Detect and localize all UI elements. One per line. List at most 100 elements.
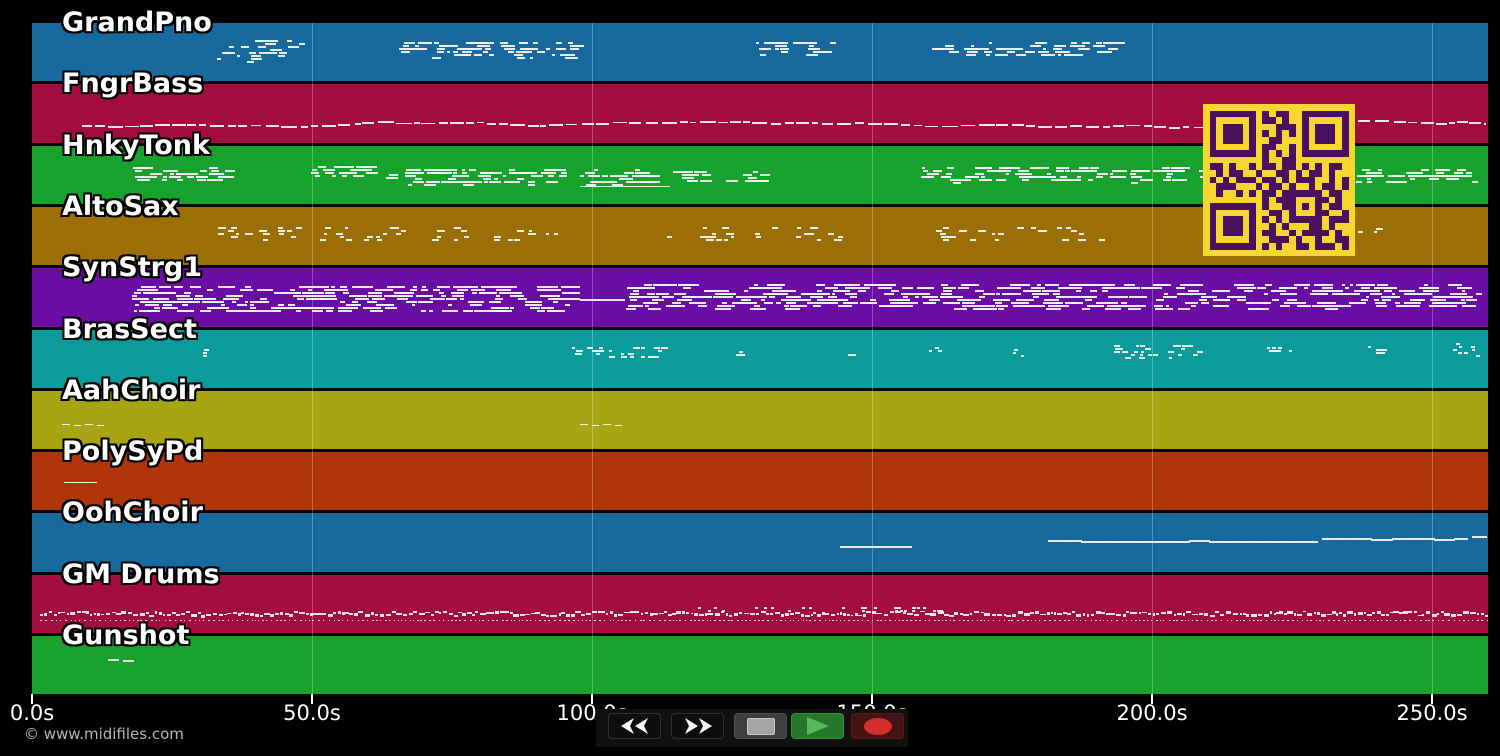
note-mark xyxy=(78,619,81,622)
note-mark xyxy=(1232,296,1243,299)
note-mark xyxy=(1113,175,1126,178)
note-mark xyxy=(162,178,168,181)
fast-forward-icon xyxy=(684,718,712,734)
note-mark xyxy=(249,52,256,54)
note-mark xyxy=(1180,284,1196,287)
note-mark xyxy=(64,482,97,484)
qr-module xyxy=(1222,156,1230,164)
note-mark xyxy=(264,310,281,313)
note-mark xyxy=(290,289,296,292)
note-mark xyxy=(1196,619,1198,622)
record-button[interactable] xyxy=(851,713,904,739)
note-mark xyxy=(1095,284,1103,287)
qr-module xyxy=(1216,176,1223,184)
note-mark xyxy=(1095,611,1101,614)
note-mark xyxy=(1174,344,1181,347)
note-mark xyxy=(1014,166,1019,169)
qr-module xyxy=(1242,209,1250,217)
note-mark xyxy=(861,619,864,622)
note-mark xyxy=(569,48,579,50)
note-mark xyxy=(1328,619,1330,622)
fast-forward-button[interactable] xyxy=(671,713,724,739)
note-mark xyxy=(697,606,701,609)
note-mark xyxy=(251,619,254,622)
note-mark xyxy=(1109,172,1114,175)
note-mark xyxy=(565,613,571,617)
stop-button[interactable] xyxy=(734,713,787,739)
note-mark xyxy=(525,48,538,50)
note-mark xyxy=(869,299,876,302)
qr-module xyxy=(1341,203,1349,210)
note-mark xyxy=(181,612,186,615)
note-mark xyxy=(581,619,584,622)
note-mark xyxy=(635,168,640,171)
note-mark xyxy=(550,614,553,618)
note-mark xyxy=(209,166,219,169)
note-mark xyxy=(747,176,757,179)
note-mark xyxy=(715,293,728,296)
note-mark xyxy=(634,171,647,174)
note-mark xyxy=(438,619,441,622)
note-mark xyxy=(334,165,345,168)
note-mark xyxy=(1214,305,1230,308)
note-mark xyxy=(942,125,958,128)
note-mark xyxy=(264,43,277,45)
note-mark xyxy=(1229,541,1246,543)
note-mark xyxy=(632,346,640,349)
note-mark xyxy=(634,619,637,622)
note-mark xyxy=(591,424,599,427)
qr-module xyxy=(1328,143,1336,151)
note-mark xyxy=(737,619,739,622)
note-mark xyxy=(1374,120,1389,123)
note-mark xyxy=(611,183,624,186)
note-mark xyxy=(1394,302,1401,305)
note-mark xyxy=(1247,308,1261,311)
qr-module xyxy=(1295,223,1303,230)
note-mark xyxy=(162,307,179,310)
note-mark xyxy=(452,45,458,47)
note-mark xyxy=(568,42,573,44)
note-mark xyxy=(1085,299,1093,302)
note-mark xyxy=(240,46,250,48)
note-mark xyxy=(626,308,636,311)
note-mark xyxy=(336,232,344,235)
note-mark xyxy=(356,165,367,168)
note-mark xyxy=(1335,613,1339,616)
note-mark xyxy=(1040,613,1047,616)
note-mark xyxy=(539,125,546,128)
note-mark xyxy=(962,299,978,302)
qr-module xyxy=(1275,242,1283,250)
qr-module xyxy=(1222,143,1230,151)
note-mark xyxy=(658,349,662,352)
qr-module xyxy=(1335,209,1342,217)
note-mark xyxy=(1178,308,1190,311)
note-mark xyxy=(1108,296,1124,299)
note-mark xyxy=(711,290,729,293)
note-mark xyxy=(765,42,776,44)
note-mark xyxy=(1133,350,1139,353)
note-mark xyxy=(1033,296,1039,299)
qr-module xyxy=(1235,209,1243,217)
note-mark xyxy=(134,175,145,178)
note-mark xyxy=(1181,347,1185,350)
note-mark xyxy=(140,125,153,127)
note-mark xyxy=(1368,290,1378,293)
note-mark xyxy=(232,611,237,614)
note-mark xyxy=(1374,230,1378,233)
note-mark xyxy=(1129,611,1132,615)
note-mark xyxy=(1476,354,1481,357)
play-button[interactable] xyxy=(791,713,844,739)
note-mark xyxy=(1043,302,1061,305)
qr-module xyxy=(1222,209,1230,217)
note-mark xyxy=(631,174,638,177)
note-mark xyxy=(182,301,193,304)
rewind-button[interactable] xyxy=(608,713,661,739)
qr-module xyxy=(1222,196,1230,204)
note-mark xyxy=(676,610,681,614)
note-mark xyxy=(1313,611,1317,614)
note-mark xyxy=(581,122,594,125)
qr-module xyxy=(1262,223,1270,230)
note-mark xyxy=(464,310,473,313)
note-mark xyxy=(599,619,601,622)
note-mark xyxy=(208,619,210,622)
